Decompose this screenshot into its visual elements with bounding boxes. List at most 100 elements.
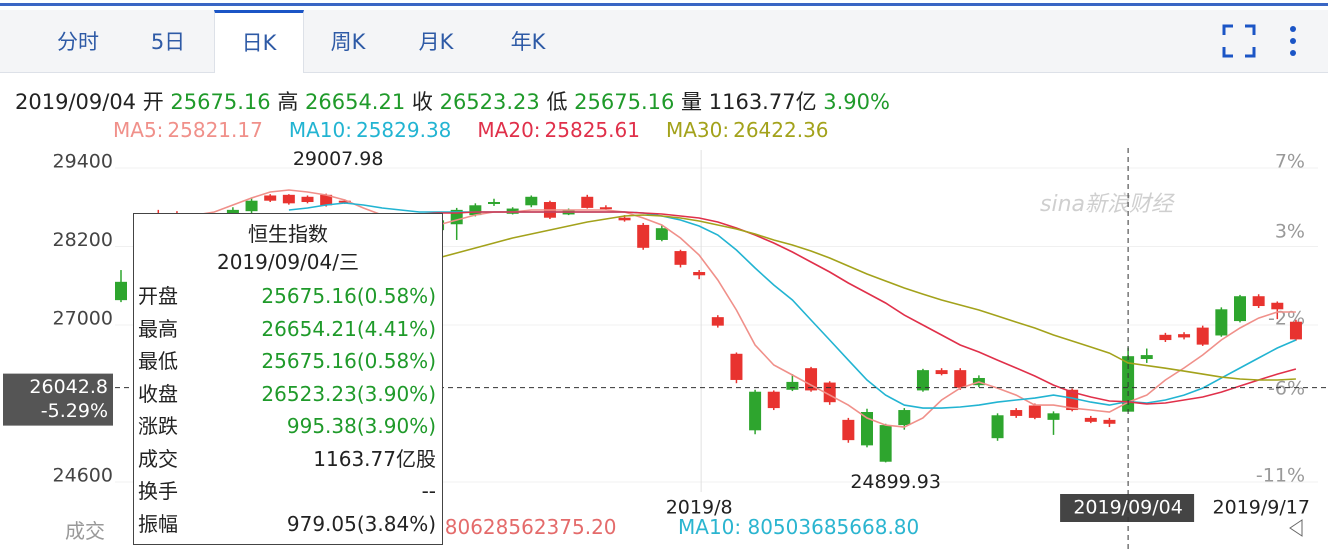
ma-value: 25821.17 — [167, 118, 263, 142]
cursor-price-box — [3, 373, 113, 426]
cursor-change: -5.29% — [41, 400, 108, 422]
candle-body — [879, 425, 892, 462]
tooltip-row: 收盘 26523.23(3.90%) — [134, 378, 442, 411]
candle-body — [1084, 417, 1097, 422]
max-label: 29007.98 — [293, 148, 384, 170]
tooltip-label: 涨跌 — [138, 414, 178, 438]
candle-body — [282, 194, 295, 204]
quote-value: 26523.23 — [439, 90, 540, 114]
candle-body — [916, 370, 929, 391]
y2-tick-label: -6% — [1268, 377, 1305, 399]
tab-active[interactable]: 日K — [214, 10, 304, 73]
y-tick-label: 28200 — [53, 229, 113, 251]
tooltip-value: 25675.16(0.58%) — [261, 349, 436, 373]
ma-value: 25825.61 — [544, 118, 640, 142]
candle-body — [1271, 302, 1284, 310]
y2-tick-label: -11% — [1256, 465, 1305, 487]
tooltip-label: 成交 — [138, 446, 178, 471]
volume-label: 成交 — [65, 519, 105, 543]
cursor-price: 26042.8 — [29, 376, 108, 398]
candle-body — [264, 195, 277, 201]
candle-body — [805, 368, 818, 391]
quote-line: 2019/09/04 开 25675.16 高 26654.21 收 26523… — [15, 86, 890, 116]
tooltip-row: 换手 -- — [134, 475, 442, 508]
tab[interactable]: 周K — [330, 30, 366, 54]
tooltip: 恒生指数 2019/09/04/三 开盘 25675.16(0.58%) 最高 266… — [133, 213, 443, 545]
tooltip-value: -- — [421, 479, 436, 503]
watermark: sina新浪财经 — [1040, 192, 1175, 217]
y-tick-label: 29400 — [53, 151, 113, 173]
candle-body — [674, 251, 687, 265]
tooltip-label: 收盘 — [138, 381, 178, 406]
tab[interactable]: 月K — [418, 30, 454, 54]
candle-body — [1159, 334, 1172, 341]
quote-value: 26654.21 — [305, 90, 406, 114]
tooltip-row: 涨跌 995.38(3.90%) — [134, 410, 442, 443]
x-tick-label: 2019/8 — [666, 497, 733, 519]
candle-body — [767, 391, 780, 409]
candle-body — [935, 370, 948, 375]
quote-label: 低 — [546, 90, 568, 114]
ma-value: 25829.38 — [355, 118, 452, 142]
x-tick-label: 2019/9/17 — [1213, 497, 1310, 519]
candle-body — [1066, 389, 1079, 411]
candle-body — [1010, 410, 1023, 416]
candle-body — [506, 208, 519, 214]
candle-body — [301, 196, 314, 203]
candle-body — [954, 370, 967, 388]
candle-body — [320, 194, 333, 206]
quote-value: 25675.16 — [574, 90, 675, 114]
candle-body — [338, 200, 351, 203]
tab-bar: 分时 5日 日K 周K 月K 年K — [0, 10, 1328, 73]
scroll-arrow — [1289, 519, 1303, 537]
tooltip-row: 开盘 25675.16(0.58%) — [134, 280, 442, 313]
cursor-date-box — [1060, 494, 1195, 522]
candle-body — [693, 272, 706, 276]
tab[interactable]: 5日 — [150, 30, 186, 54]
tooltip-label: 振幅 — [138, 511, 178, 536]
tooltip-row: 成交 1163.77亿股 — [134, 443, 442, 476]
ma-name: MA10: — [288, 118, 352, 142]
candle-body — [842, 419, 855, 441]
ma-name: MA5: — [113, 118, 164, 142]
candle-body — [637, 224, 650, 248]
tooltip-label: 最高 — [138, 316, 178, 341]
y-tick-label: 27000 — [53, 308, 113, 330]
candle-body — [1028, 405, 1041, 418]
candle-body — [525, 196, 538, 206]
y-tick-label: 24600 — [53, 465, 113, 487]
candle-body — [991, 415, 1004, 439]
tooltip-row: 振幅 979.05(3.84%) — [134, 508, 442, 541]
y2-tick-label: 7% — [1275, 151, 1305, 173]
ma-line — [419, 214, 1296, 381]
y2-tick-label: 3% — [1275, 220, 1305, 242]
quote-value: 1163.77亿 — [708, 90, 817, 114]
tooltip-value: 979.05(3.84%) — [286, 511, 436, 536]
candle-body — [1047, 413, 1060, 420]
candle-body — [1252, 296, 1265, 307]
volume-ma: MA10: 80503685668.80 — [678, 515, 920, 539]
tooltip-label: 换手 — [138, 479, 178, 503]
tab[interactable]: 分时 — [57, 30, 99, 54]
quote-label: 开 — [142, 90, 164, 114]
fullscreen-icon[interactable] — [1222, 24, 1256, 58]
more-icon[interactable] — [1286, 24, 1300, 60]
tooltip-value: 995.38(3.90%) — [286, 414, 436, 438]
tab[interactable]: 年K — [510, 30, 546, 54]
tooltip-value: 26523.23(3.90%) — [261, 381, 436, 406]
candle-body — [711, 317, 724, 326]
tooltip-title: 恒生指数 — [248, 222, 328, 246]
quote-label: 高 — [277, 90, 299, 114]
candle-body — [655, 228, 668, 240]
candle-body — [488, 202, 500, 204]
ma-legend: MA5: 25821.17 MA10: 25829.38 MA20: 25825.61 MA… — [113, 118, 855, 142]
tooltip-value: 26654.21(4.41%) — [261, 316, 436, 341]
quote-label: 量 — [681, 90, 703, 114]
ma-value: 26422.36 — [733, 118, 829, 142]
tooltip-date: 2019/09/04/三 — [216, 250, 359, 274]
tooltip-label: 开盘 — [138, 284, 178, 308]
candle-body — [245, 200, 258, 212]
candle-body — [730, 353, 743, 380]
tooltip-row: 最低 25675.16(0.58%) — [134, 345, 442, 378]
